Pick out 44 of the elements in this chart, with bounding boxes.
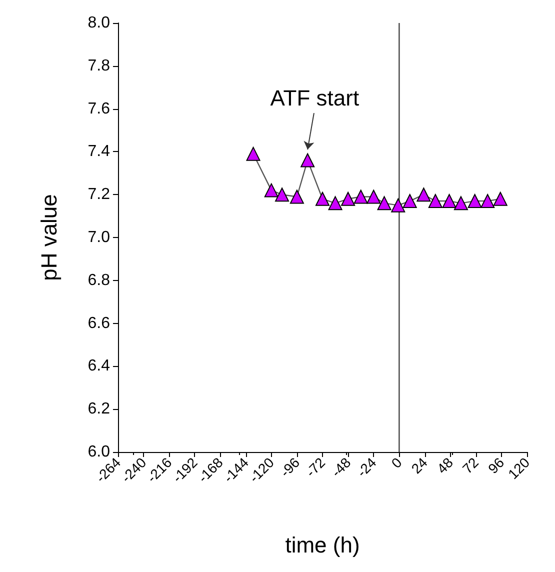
point [354, 190, 368, 204]
point [377, 196, 392, 210]
point [290, 190, 304, 204]
x-tick-label: -72 [302, 454, 328, 480]
point [402, 194, 417, 208]
x-tick-label: 72 [459, 454, 482, 477]
x-tick-label: 0 [388, 454, 405, 472]
x-tick-label: 48 [434, 454, 456, 477]
y-tick-label: 7.8 [88, 57, 110, 74]
y-tick-label: 7.2 [88, 186, 110, 204]
x-tick-label: -48 [328, 454, 354, 480]
point [442, 194, 456, 208]
point [391, 198, 406, 212]
y-tick-label: 6.6 [88, 314, 110, 332]
y-tick-label: 7.0 [88, 229, 110, 246]
y-tick-label: 7.4 [88, 143, 110, 160]
x-tick-label: 120 [504, 454, 533, 482]
x-tick-label: 24 [408, 454, 431, 477]
x-axis-title: time (h) [285, 532, 360, 558]
annotation: ATF start [270, 86, 360, 111]
x-tick-label: -96 [276, 454, 303, 480]
point [246, 146, 260, 161]
point [264, 183, 278, 198]
x-tick-label: 96 [484, 454, 508, 477]
point [366, 190, 381, 204]
point [275, 188, 290, 202]
x-tick-label: -24 [354, 454, 380, 480]
y-tick-label: 6.4 [88, 358, 110, 375]
point [454, 196, 468, 210]
point [428, 194, 442, 208]
point [300, 153, 315, 168]
point [480, 194, 495, 208]
point [468, 194, 482, 208]
y-tick-label: 8.0 [88, 14, 110, 32]
y-tick-label: 6.2 [88, 400, 110, 418]
y-tick-label: 6.8 [88, 272, 110, 289]
point [328, 196, 342, 210]
y-axis-title: pH value [36, 194, 62, 281]
y-tick-label: 7.6 [88, 100, 110, 118]
point [341, 192, 356, 206]
y-tick-label: 6.0 [88, 444, 110, 460]
point [416, 188, 431, 202]
point [493, 192, 508, 206]
point [316, 192, 330, 206]
